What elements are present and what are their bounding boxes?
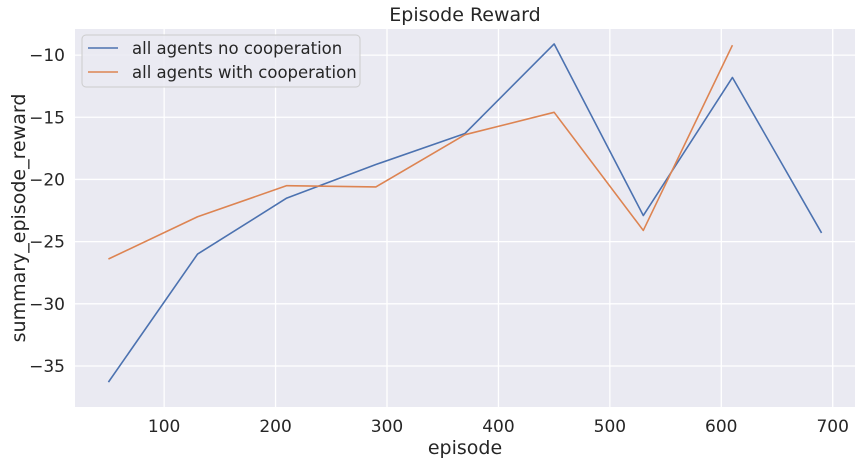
x-tick-label: 700 xyxy=(816,417,848,437)
series-line-2 xyxy=(108,44,734,260)
x-axis-label: episode xyxy=(428,437,502,459)
plot-area xyxy=(75,29,855,407)
x-tick-labels: 100 200 300 400 500 600 700 xyxy=(148,417,849,437)
legend: all agents no cooperation all agents with… xyxy=(81,34,361,88)
y-tick-label: −25 xyxy=(29,233,65,253)
y-tick-label: −15 xyxy=(29,108,65,128)
grid xyxy=(75,29,855,407)
x-tick-label: 600 xyxy=(705,417,737,437)
y-tick-label: −30 xyxy=(29,295,65,315)
y-tick-label: −20 xyxy=(29,170,65,190)
x-tick-label: 300 xyxy=(371,417,403,437)
x-tick-label: 400 xyxy=(482,417,514,437)
series-layer xyxy=(107,43,823,383)
legend-box xyxy=(81,34,361,88)
y-axis-label: summary_episode_reward xyxy=(8,94,30,343)
x-tick-label: 100 xyxy=(148,417,180,437)
y-tick-label: −10 xyxy=(29,46,65,66)
x-tick-label: 500 xyxy=(594,417,626,437)
y-tick-labels: −35 −30 −25 −20 −15 −10 xyxy=(29,46,65,377)
y-tick-label: −35 xyxy=(29,357,65,377)
chart-title: Episode Reward xyxy=(389,4,540,26)
x-tick-label: 200 xyxy=(259,417,291,437)
series-line-1 xyxy=(107,43,823,383)
legend-label: all agents no cooperation xyxy=(132,39,342,58)
legend-label: all agents with cooperation xyxy=(132,63,357,82)
